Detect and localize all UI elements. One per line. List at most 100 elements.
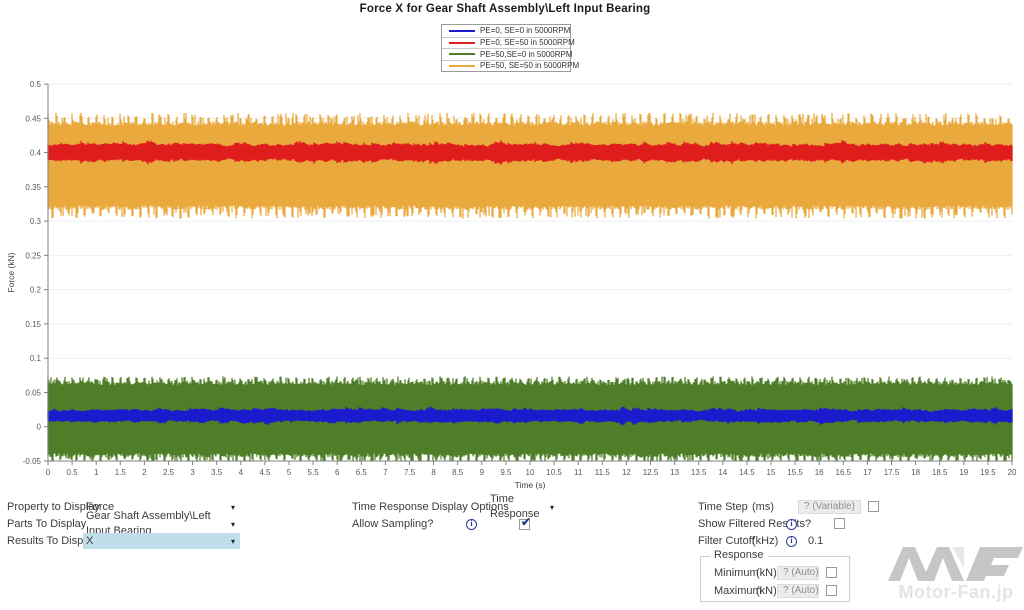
filter-cutoff-value[interactable]: 0.1	[808, 535, 824, 547]
legend-label: PE=50,SE=0 in 5000RPM	[480, 49, 573, 59]
allow-sampling-label: Allow Sampling?	[352, 518, 434, 530]
display-options-dropdown[interactable]: Time Response ▾	[487, 493, 559, 520]
svg-text:12.5: 12.5	[643, 468, 659, 477]
results-to-display-value: X	[86, 534, 94, 547]
svg-text:0.1: 0.1	[30, 354, 42, 363]
svg-text:Time (s): Time (s)	[515, 480, 546, 490]
svg-text:12: 12	[622, 468, 631, 477]
minimum-checkbox[interactable]	[826, 567, 837, 578]
svg-text:3.5: 3.5	[211, 468, 223, 477]
svg-text:11: 11	[574, 468, 583, 477]
legend-line-swatch	[449, 29, 475, 32]
results-to-display-label: Results To Display	[7, 535, 98, 547]
maximum-field: ? (Auto)	[777, 584, 819, 598]
svg-text:20: 20	[1008, 468, 1017, 477]
svg-text:4.5: 4.5	[259, 468, 271, 477]
svg-text:0.45: 0.45	[25, 114, 41, 123]
svg-text:15: 15	[767, 468, 776, 477]
filter-cutoff-label: Filter Cutoff	[698, 535, 755, 547]
svg-text:17: 17	[863, 468, 872, 477]
svg-text:13: 13	[670, 468, 679, 477]
svg-text:0: 0	[37, 423, 42, 432]
minimum-label: Minimum	[714, 567, 759, 579]
filter-cutoff-unit: (kHz)	[752, 535, 779, 547]
watermark-text: Motor-Fan.jp	[898, 582, 1014, 602]
svg-text:6: 6	[335, 468, 340, 477]
svg-text:0.25: 0.25	[25, 251, 41, 260]
legend-label: PE=0, SE=0 in 5000RPM	[480, 26, 571, 36]
svg-text:0.15: 0.15	[25, 320, 41, 329]
svg-text:10.5: 10.5	[546, 468, 562, 477]
svg-text:19: 19	[959, 468, 968, 477]
time-step-label: Time Step	[698, 501, 748, 513]
svg-text:0.5: 0.5	[67, 468, 79, 477]
property-to-display-label: Property to Display	[7, 501, 100, 513]
svg-text:-0.05: -0.05	[23, 457, 42, 466]
maximum-label: Maximum	[714, 585, 762, 597]
force-time-chart: -0.05 0 0.05 0.1 0.15 0.2 0.25 0.3 0.35 0.4 0.45 0.…	[6, 80, 1017, 490]
svg-text:4: 4	[239, 468, 244, 477]
info-icon[interactable]	[786, 536, 797, 547]
svg-text:10: 10	[526, 468, 535, 477]
maximum-unit: (kN)	[756, 585, 777, 597]
motor-fan-watermark: Motor-Fan.jp	[888, 541, 1024, 603]
legend-line-swatch	[449, 53, 475, 56]
svg-text:18: 18	[911, 468, 920, 477]
svg-text:18.5: 18.5	[932, 468, 948, 477]
property-to-display-value: Force	[86, 500, 115, 513]
svg-text:0.3: 0.3	[30, 217, 42, 226]
legend-item: PE=50, SE=50 in 5000RPM	[442, 59, 579, 72]
svg-text:1.5: 1.5	[115, 468, 127, 477]
chart-title: Force X for Gear Shaft Assembly\Left Inp…	[359, 3, 651, 15]
legend-line-swatch	[449, 41, 475, 44]
parts-to-display-dropdown[interactable]: Gear Shaft Assembly\Left Input Bearing ▾	[83, 510, 240, 537]
legend-line-swatch	[449, 64, 475, 67]
svg-text:0: 0	[46, 468, 51, 477]
time-step-unit: (ms)	[752, 501, 774, 513]
svg-text:17.5: 17.5	[884, 468, 900, 477]
time-step-checkbox[interactable]	[868, 501, 879, 512]
show-filtered-results-checkbox[interactable]	[834, 518, 845, 529]
svg-text:16.5: 16.5	[836, 468, 852, 477]
svg-text:7: 7	[383, 468, 388, 477]
chevron-down-icon: ▾	[230, 519, 235, 529]
chevron-down-icon: ▾	[549, 502, 554, 512]
legend-label: PE=50, SE=50 in 5000RPM	[480, 61, 580, 71]
svg-text:7.5: 7.5	[404, 468, 416, 477]
svg-text:14: 14	[718, 468, 727, 477]
svg-text:15.5: 15.5	[787, 468, 803, 477]
info-icon[interactable]	[466, 519, 477, 530]
svg-text:0.5: 0.5	[30, 80, 42, 89]
svg-text:0.35: 0.35	[25, 183, 41, 192]
property-to-display-dropdown[interactable]: Force ▾	[83, 499, 240, 515]
svg-text:5.5: 5.5	[308, 468, 320, 477]
svg-text:3: 3	[190, 468, 195, 477]
svg-text:Force (kN): Force (kN)	[6, 252, 16, 292]
parts-to-display-label: Parts To Display	[7, 518, 87, 530]
svg-text:9: 9	[480, 468, 485, 477]
svg-text:8.5: 8.5	[452, 468, 464, 477]
svg-text:5: 5	[287, 468, 292, 477]
legend-item: PE=50,SE=0 in 5000RPM	[442, 48, 573, 60]
motor-fan-logo	[888, 547, 1023, 581]
results-to-display-dropdown[interactable]: X ▾	[83, 533, 240, 549]
response-group	[700, 556, 850, 602]
svg-text:1: 1	[94, 468, 99, 477]
svg-text:13.5: 13.5	[691, 468, 707, 477]
svg-text:0.4: 0.4	[30, 149, 42, 158]
chart-legend: PE=0, SE=0 in 5000RPM PE=0, SE=50 in 5000…	[441, 24, 579, 72]
chevron-down-icon: ▾	[230, 502, 235, 512]
svg-text:2.5: 2.5	[163, 468, 175, 477]
maximum-checkbox[interactable]	[826, 585, 837, 596]
response-group-title: Response	[710, 549, 768, 561]
minimum-unit: (kN)	[756, 567, 777, 579]
svg-text:16: 16	[815, 468, 824, 477]
info-icon[interactable]	[786, 519, 797, 530]
svg-text:2: 2	[142, 468, 147, 477]
display-options-label: Time Response Display Options	[352, 501, 509, 513]
svg-text:9.5: 9.5	[500, 468, 512, 477]
show-filtered-results-label: Show Filtered Results?	[698, 518, 812, 530]
time-step-field: ? (Variable)	[798, 500, 861, 514]
allow-sampling-checkbox[interactable]	[519, 515, 531, 530]
svg-text:8: 8	[431, 468, 436, 477]
